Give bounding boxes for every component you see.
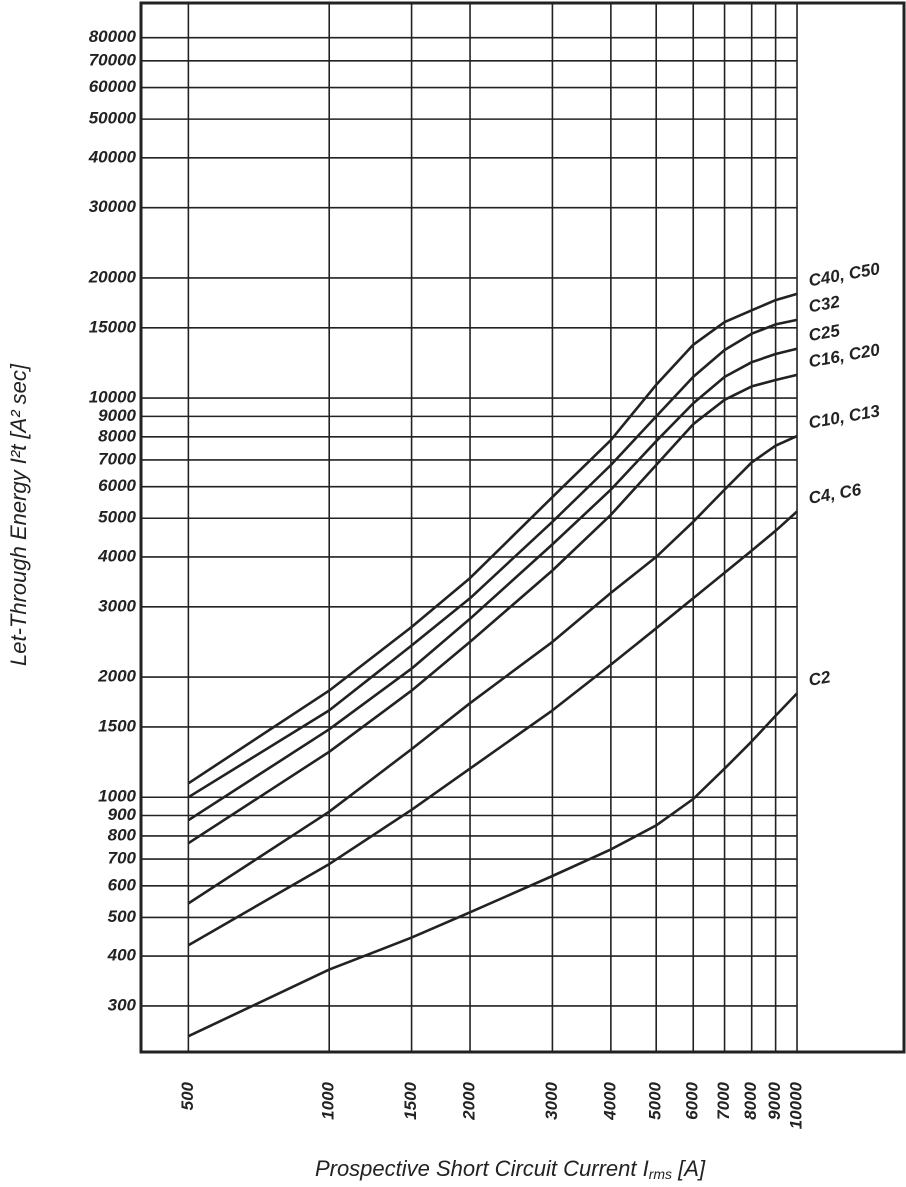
y-tick-label: 2000 bbox=[97, 667, 136, 686]
x-tick-label: 4000 bbox=[600, 1081, 619, 1120]
y-tick-label: 500 bbox=[108, 907, 137, 926]
x-tick-label: 8000 bbox=[741, 1081, 760, 1119]
y-tick-label: 6000 bbox=[98, 476, 136, 495]
y-tick-label: 300 bbox=[108, 995, 137, 1014]
series-line bbox=[187, 510, 798, 947]
y-tick-label: 80000 bbox=[89, 27, 137, 46]
x-title-main: Prospective Short Circuit Current I bbox=[315, 1156, 649, 1181]
series-line bbox=[187, 347, 798, 822]
y-tick-label: 1500 bbox=[98, 716, 136, 735]
y-tick-label: 4000 bbox=[97, 546, 136, 565]
x-tick-label: 1000 bbox=[319, 1081, 338, 1119]
x-tick-label: 3000 bbox=[542, 1081, 561, 1119]
series-line bbox=[187, 434, 798, 905]
y-tick-label: 20000 bbox=[88, 267, 137, 286]
y-tick-label: 40000 bbox=[88, 147, 137, 166]
y-tick-label: 900 bbox=[108, 805, 137, 824]
y-tick-label: 8000 bbox=[98, 426, 136, 445]
series-label: C2 bbox=[807, 667, 832, 690]
x-tick-label: 500 bbox=[178, 1081, 197, 1110]
plot-frame bbox=[139, 1, 906, 1054]
y-tick-label: 5000 bbox=[98, 508, 136, 527]
x-tick-label: 9000 bbox=[765, 1081, 784, 1119]
x-tick-label: 7000 bbox=[714, 1081, 733, 1119]
y-tick-label: 7000 bbox=[98, 449, 136, 468]
x-tick-label: 6000 bbox=[683, 1081, 702, 1119]
lines bbox=[187, 292, 798, 1038]
y-tick-label: 70000 bbox=[89, 50, 137, 69]
x-tick-label: 2000 bbox=[460, 1081, 479, 1120]
y-tick-label: 800 bbox=[108, 825, 137, 844]
y-tick-label: 60000 bbox=[89, 77, 137, 96]
x-tick-label: 1500 bbox=[401, 1081, 420, 1119]
x-tick-label: 5000 bbox=[646, 1081, 665, 1119]
y-tick-label: 600 bbox=[108, 875, 137, 894]
x-title-sub: rms bbox=[649, 1166, 672, 1182]
y-tick-label: 1000 bbox=[98, 787, 136, 806]
y-axis-title: Let-Through Energy I²t [A² sec] bbox=[6, 363, 31, 666]
x-axis-title: Prospective Short Circuit Current Irms [… bbox=[315, 1156, 706, 1182]
y-tick-label: 15000 bbox=[89, 317, 137, 336]
series-line bbox=[187, 292, 798, 785]
y-tick-label: 3000 bbox=[98, 596, 136, 615]
y-tick-label: 9000 bbox=[98, 406, 136, 425]
y-tick-label: 50000 bbox=[89, 109, 137, 128]
series-line bbox=[187, 692, 798, 1038]
y-tick-label: 400 bbox=[107, 946, 137, 965]
x-title-tail: [A] bbox=[672, 1156, 706, 1181]
grid bbox=[141, 3, 798, 1052]
series-line bbox=[187, 373, 798, 845]
y-tick-label: 10000 bbox=[89, 388, 137, 407]
y-tick-label: 30000 bbox=[89, 197, 137, 216]
series-line bbox=[187, 318, 798, 799]
y-tick-label: 700 bbox=[108, 849, 137, 868]
x-tick-label: 10000 bbox=[787, 1081, 806, 1129]
